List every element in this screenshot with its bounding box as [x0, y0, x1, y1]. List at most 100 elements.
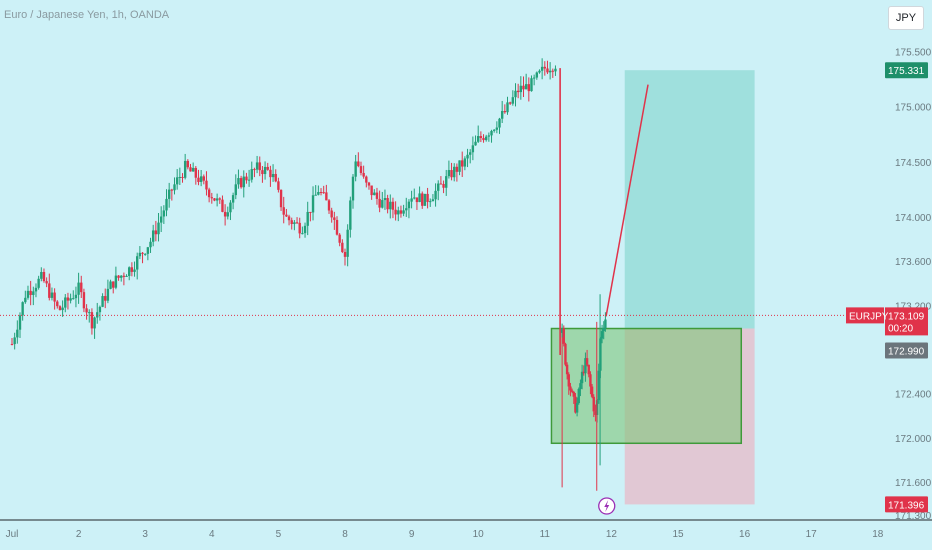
candle-body [263, 166, 267, 175]
candle-body [48, 283, 51, 298]
candle-body [114, 275, 118, 288]
candle-body [399, 210, 403, 214]
candle-body [58, 306, 62, 311]
price-tick-label: 174.000 [895, 213, 932, 224]
candle-body [53, 292, 56, 302]
candle-body [370, 185, 373, 196]
candle-body [349, 200, 352, 230]
candle-body [463, 158, 467, 167]
last-price-badge-bg [885, 307, 928, 336]
candle-body [495, 127, 499, 130]
candle-body [128, 267, 131, 276]
candle-body [261, 170, 264, 175]
candle-body [421, 193, 424, 206]
time-tick-label: 8 [342, 529, 348, 540]
candle-body [199, 176, 203, 182]
candle-body [218, 198, 221, 200]
target-zone [624, 70, 755, 329]
candle-body [229, 202, 232, 213]
candle-body [407, 201, 411, 209]
candle-body [250, 169, 253, 180]
time-tick-label: 16 [739, 529, 751, 540]
candle-body [383, 198, 387, 201]
trade-zones [550, 70, 755, 505]
candle-body [567, 374, 570, 387]
candle-body [287, 216, 291, 221]
candle-body [319, 192, 323, 194]
candle-body [516, 90, 520, 93]
candle-body [482, 138, 485, 141]
candle-body [191, 167, 195, 172]
candle-body [415, 197, 419, 203]
price-tick-label: 171.600 [895, 478, 932, 489]
candle-body [205, 180, 208, 190]
price-tick-label: 172.400 [895, 390, 932, 401]
candle-body [546, 68, 549, 73]
price-axis[interactable]: 175.500 175.000 174.500 174.000 173.600 173.2… [895, 48, 932, 522]
candle-body [359, 166, 363, 173]
time-tick-label: 17 [806, 529, 818, 540]
candle-body [585, 358, 589, 365]
candle-body [602, 328, 605, 332]
candle-body [271, 173, 275, 178]
candle-body [266, 166, 269, 170]
candle-body [133, 269, 136, 272]
candle-body [447, 170, 451, 177]
candle-body [335, 219, 339, 235]
chart-title: Euro / Japanese Yen, 1h, OANDA [4, 9, 170, 21]
candle-body [426, 193, 429, 202]
candle-body [32, 291, 35, 295]
price-tick-label: 175.000 [895, 103, 932, 114]
candle-body [587, 364, 590, 375]
candle-body [159, 216, 163, 223]
candle-body [551, 70, 554, 72]
candle-body [239, 178, 243, 188]
candle-body [295, 222, 299, 224]
candle-body [540, 66, 544, 71]
candle-body [500, 111, 504, 119]
candle-body [85, 308, 88, 313]
candle-body [93, 317, 96, 329]
candle-body [511, 97, 515, 104]
candle-body [90, 312, 94, 329]
candle-body [519, 85, 523, 93]
candle-body [207, 189, 211, 198]
candle-body [600, 331, 604, 339]
candle-body [175, 177, 179, 185]
candle-body [548, 70, 552, 73]
candle-body [498, 118, 501, 128]
candle-body [458, 160, 461, 172]
last-price-value: 173.109 [888, 311, 925, 322]
candle-body [149, 241, 152, 248]
candle-body [77, 282, 80, 295]
candle-body [141, 252, 144, 254]
candle-body [234, 184, 237, 196]
candle-body [590, 386, 594, 397]
candle-body [479, 136, 483, 139]
candle-body [298, 222, 301, 234]
time-tick-label: 3 [142, 529, 148, 540]
candle-body [592, 396, 595, 412]
candle-body [455, 166, 459, 172]
candle-body [333, 217, 336, 220]
projection-line [605, 84, 649, 317]
currency-button[interactable]: JPY [888, 6, 924, 30]
candle-body [580, 371, 584, 384]
entry-price-badge-text: 172.990 [888, 347, 925, 358]
candle-body [309, 211, 312, 213]
candle-body [322, 192, 325, 194]
stop-price-badge: 171.396 [885, 496, 928, 513]
candle-body [120, 275, 123, 278]
candle-body [410, 198, 413, 202]
candle-body [213, 198, 216, 201]
candle-body [303, 225, 307, 234]
lightning-icon [604, 500, 610, 512]
candle-body [564, 343, 567, 365]
candle-body [34, 287, 38, 292]
time-tick-label: 11 [540, 529, 551, 540]
time-axis[interactable]: Jul 2 3 4 5 8 9 10 11 12 15 16 17 18 [0, 519, 932, 540]
time-tick-label: 15 [672, 529, 684, 540]
event-marker[interactable] [598, 497, 616, 515]
candle-body [508, 102, 512, 104]
